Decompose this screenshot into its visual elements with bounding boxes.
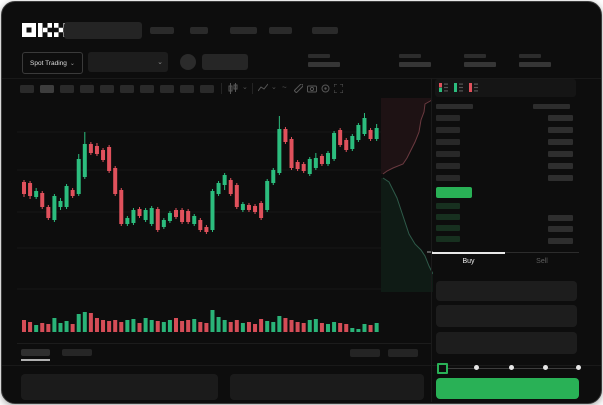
bid-price[interactable]	[436, 203, 460, 209]
timeframe-button[interactable]	[20, 85, 34, 93]
ask-price[interactable]	[436, 115, 460, 121]
bid-amount	[548, 226, 573, 232]
chevron-down-icon[interactable]: ⌄	[271, 84, 277, 91]
ask-price[interactable]	[436, 163, 460, 169]
chevron-down-icon[interactable]: ⌄	[242, 84, 248, 91]
search-input[interactable]	[64, 22, 142, 39]
line-tool-icon[interactable]: ~	[282, 83, 287, 92]
bottom-tab[interactable]	[62, 349, 92, 356]
market-type-label: Spot Trading	[30, 59, 67, 67]
ticker-stat	[519, 54, 555, 68]
timeframe-button[interactable]	[160, 85, 174, 93]
ask-price[interactable]	[436, 175, 460, 181]
ask-price[interactable]	[436, 139, 460, 145]
slider-step-dot[interactable]	[543, 365, 548, 370]
orderbook-price-header	[436, 104, 473, 109]
timeframe-button[interactable]	[40, 85, 54, 93]
buy-button[interactable]	[436, 378, 579, 399]
timeframe-button[interactable]	[180, 85, 194, 93]
ticker-stat	[308, 54, 344, 68]
nav-item[interactable]	[269, 27, 292, 34]
nav-item[interactable]	[230, 27, 257, 34]
depth-chart	[381, 98, 433, 292]
slider-step-dot[interactable]	[509, 365, 514, 370]
draw-tool-icon[interactable]	[294, 84, 303, 93]
ask-price[interactable]	[436, 151, 460, 157]
timeframe-button[interactable]	[140, 85, 154, 93]
candle-type-icon[interactable]	[228, 83, 238, 94]
ask-amount	[548, 127, 573, 133]
ask-amount	[548, 175, 573, 181]
timeframe-button[interactable]	[80, 85, 94, 93]
order-form-field[interactable]	[436, 332, 577, 354]
candlestick-chart[interactable]	[17, 98, 381, 338]
nav-item[interactable]	[150, 27, 174, 34]
bottom-panel-right[interactable]	[230, 374, 424, 400]
tab-sell[interactable]: Sell	[536, 258, 548, 265]
slider-step-dot[interactable]	[576, 365, 581, 370]
nav-item[interactable]	[312, 27, 338, 34]
timeframe-button[interactable]	[100, 85, 114, 93]
okx-logo	[22, 23, 68, 37]
ask-amount	[548, 115, 573, 121]
bid-amount	[548, 215, 573, 221]
bid-price[interactable]	[436, 225, 460, 231]
stat-label	[464, 54, 486, 58]
bottom-panel-left[interactable]	[21, 374, 218, 400]
bid-amount	[548, 238, 573, 244]
ask-amount	[548, 163, 573, 169]
timeframe-button[interactable]	[200, 85, 214, 93]
bottom-action[interactable]	[350, 349, 380, 357]
chevron-down-icon: ⌄	[69, 60, 75, 67]
camera-icon[interactable]	[307, 84, 317, 93]
bottom-action[interactable]	[388, 349, 418, 357]
order-form-field[interactable]	[436, 281, 577, 301]
active-tab-underline	[21, 359, 50, 361]
timeframe-button[interactable]	[60, 85, 74, 93]
nav-item[interactable]	[190, 27, 208, 34]
bid-price[interactable]	[436, 236, 460, 242]
ticker-stat	[464, 54, 500, 68]
ask-amount	[548, 139, 573, 145]
buy-tab-indicator	[432, 252, 505, 254]
pair-info-button[interactable]	[202, 54, 248, 70]
bid-price[interactable]	[436, 214, 460, 220]
book-both-icon[interactable]	[438, 82, 449, 93]
last-price-badge[interactable]	[436, 187, 472, 198]
book-bids-icon[interactable]	[453, 82, 464, 93]
fullscreen-icon[interactable]	[334, 84, 343, 93]
bottom-tab[interactable]	[21, 349, 50, 356]
tab-buy[interactable]: Buy	[462, 258, 475, 265]
slider-step-dot[interactable]	[474, 365, 479, 370]
book-asks-icon[interactable]	[468, 82, 479, 93]
ask-amount	[548, 151, 573, 157]
timeframe-button[interactable]	[120, 85, 134, 93]
order-form-field[interactable]	[436, 305, 577, 327]
pair-selector[interactable]: ⌄	[88, 52, 168, 72]
stat-value	[399, 62, 431, 67]
ask-price[interactable]	[436, 127, 460, 133]
chevron-down-icon: ⌄	[157, 59, 163, 66]
coin-avatar	[180, 54, 196, 70]
stat-value	[308, 62, 340, 67]
indicators-icon[interactable]	[258, 83, 268, 94]
stat-value	[464, 62, 496, 67]
stat-label	[308, 54, 330, 58]
stat-label	[519, 54, 541, 58]
stat-label	[399, 54, 421, 58]
settings-icon[interactable]	[321, 84, 330, 93]
ticker-stat	[399, 54, 435, 68]
amount-slider-handle[interactable]	[437, 363, 448, 374]
orderbook-amount-header	[533, 104, 570, 109]
order-form-tabbar	[432, 252, 579, 273]
market-type-selector[interactable]: Spot Trading ⌄	[22, 52, 83, 74]
stat-value	[519, 62, 551, 67]
